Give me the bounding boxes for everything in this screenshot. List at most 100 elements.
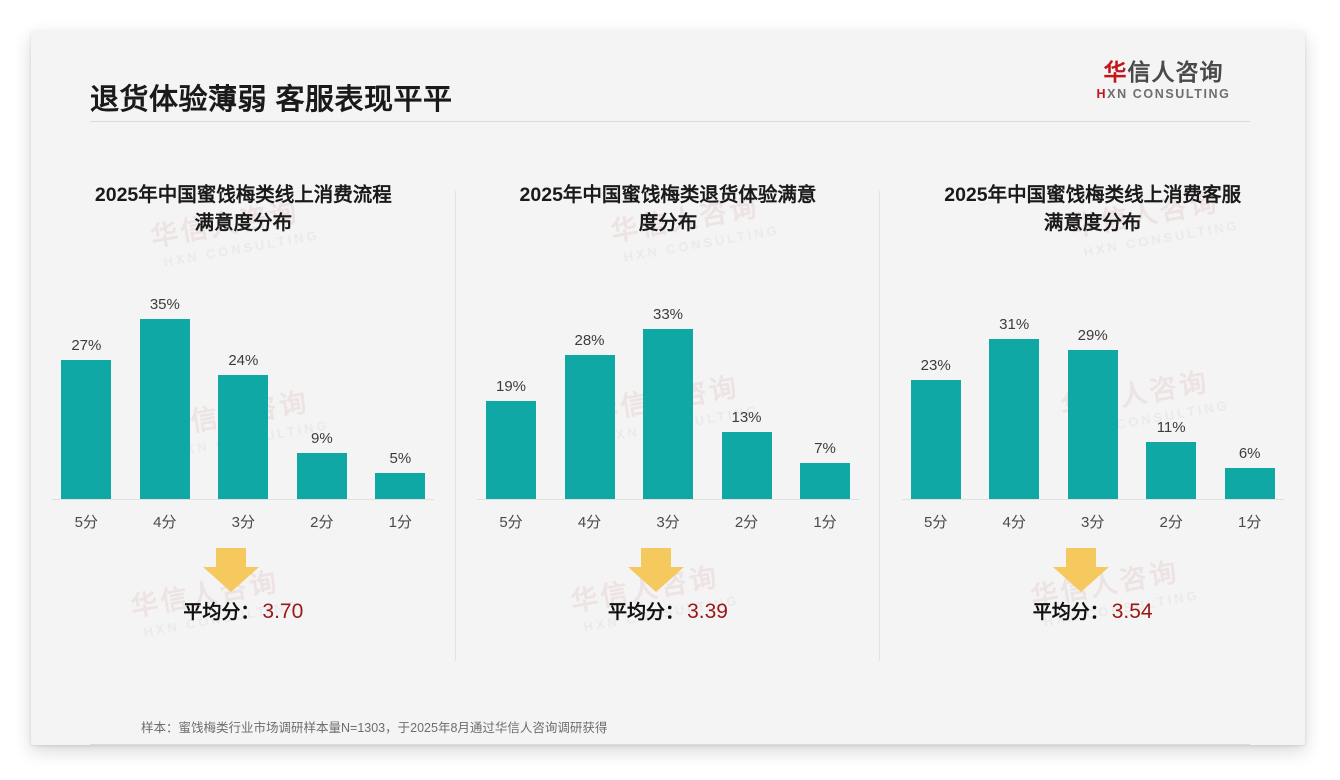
average-score-label: 平均分：: [608, 601, 685, 623]
arrow-head: [628, 566, 684, 592]
arrow-head: [1052, 566, 1109, 592]
bar-rect: [564, 354, 615, 499]
logo-en-rest: XN CONSULTING: [1107, 87, 1231, 102]
bar-chart-plot: 23% 31% 29% 11%: [901, 262, 1284, 531]
average-score-line: 平均分： 3.70: [52, 597, 434, 624]
footer-divider: [90, 744, 1250, 745]
bar-rect: [139, 318, 190, 499]
arrow-shaft: [216, 547, 247, 568]
bar-rect: [61, 359, 112, 499]
bar-rect: [1224, 467, 1275, 499]
bar-rect: [1146, 441, 1197, 499]
average-score-value: 3.70: [262, 599, 304, 623]
bar-item: 24%: [209, 294, 277, 499]
page-title: 退货体验薄弱 客服表现平平: [90, 84, 453, 116]
bars-group: 19% 28% 33% 13%: [477, 294, 859, 499]
bar-value-label: 31%: [999, 315, 1030, 333]
x-axis-tick: 4分: [1002, 513, 1026, 531]
bar-value-label: 28%: [574, 331, 605, 349]
bar-rect: [910, 379, 961, 499]
source-note: 样本：蜜饯梅类行业市场调研样本量N=1303，于2025年8月通过华信人咨询调研…: [141, 721, 608, 735]
bar-value-label: 13%: [731, 408, 762, 426]
arrow-head: [203, 566, 260, 592]
bar-value-label: 6%: [1238, 444, 1261, 462]
x-axis-labels: 5分 4分 3分 2分 1分: [477, 511, 859, 532]
bar-value-label: 5%: [389, 449, 412, 467]
bar-rect: [375, 472, 426, 499]
bar-item: 6%: [1216, 294, 1284, 499]
bar-rect: [989, 338, 1040, 499]
bar-rect: [218, 374, 269, 499]
slide-card: 华信人咨询 HXN CONSULTING 华信人咨询 HXN CONSULTIN…: [31, 31, 1305, 745]
bar-value-label: 19%: [495, 377, 527, 395]
bar-rect: [486, 400, 536, 499]
bar-item: 13%: [713, 294, 781, 499]
bar-item: 29%: [1059, 294, 1127, 499]
bar-rect: [1067, 349, 1118, 499]
charts-row: 2025年中国蜜饯梅类线上消费流程满意度分布 27% 35% 24%: [31, 136, 1305, 666]
bars-group: 27% 35% 24% 9%: [52, 294, 434, 499]
chart-panel-1: 2025年中国蜜饯梅类线上消费流程满意度分布 27% 35% 24%: [31, 136, 456, 666]
chart-panel-3: 2025年中国蜜饯梅类线上消费客服满意度分布 23% 31% 29%: [880, 136, 1305, 666]
bars-group: 23% 31% 29% 11%: [902, 294, 1284, 499]
bar-value-label: 35%: [149, 295, 180, 313]
average-score-label: 平均分：: [1032, 601, 1109, 623]
bar-item: 27%: [52, 294, 120, 499]
chart-title: 2025年中国蜜饯梅类线上消费流程满意度分布: [94, 184, 392, 235]
header-divider: [90, 121, 1250, 122]
bar-value-label: 9%: [310, 429, 333, 447]
x-axis-tick: 1分: [1238, 513, 1262, 531]
average-score-line: 平均分： 3.54: [902, 597, 1284, 624]
brand-logo: 华信人咨询 HXN CONSULTING: [1081, 59, 1246, 101]
x-axis-tick: 5分: [924, 513, 948, 531]
bar-rect: [296, 452, 347, 499]
bar-item: 31%: [980, 294, 1048, 499]
down-arrow-icon: [1052, 547, 1109, 592]
bar-chart-plot: 27% 35% 24% 9%: [52, 262, 435, 531]
logo-red-char: 华: [1103, 59, 1128, 85]
panel-divider: [454, 191, 456, 661]
logo-chinese-text: 华信人咨询: [1081, 59, 1246, 85]
bar-item: 23%: [902, 294, 970, 499]
bar-value-label: 33%: [652, 305, 684, 323]
down-arrow-icon: [628, 547, 684, 592]
bar-rect: [643, 328, 693, 499]
bar-value-label: 23%: [920, 356, 951, 374]
average-score-line: 平均分： 3.39: [477, 597, 859, 624]
x-axis-tick: 5分: [74, 513, 98, 531]
bar-item: 19%: [477, 294, 545, 499]
x-axis-tick: 2分: [1159, 513, 1183, 531]
bar-value-label: 29%: [1077, 326, 1108, 344]
axis-baseline: [52, 498, 435, 500]
chart-panel-2: 2025年中国蜜饯梅类退货体验满意度分布 19% 28% 33%: [456, 136, 881, 666]
average-score-block: 平均分： 3.54: [902, 547, 1284, 634]
bar-item: 28%: [556, 294, 624, 499]
average-score-value: 3.54: [1111, 599, 1153, 623]
x-axis-tick: 2分: [734, 513, 759, 531]
x-axis-labels: 5分 4分 3分 2分 1分: [902, 511, 1284, 532]
bar-item: 33%: [634, 294, 702, 499]
x-axis-tick: 2分: [310, 513, 334, 531]
bar-item: 7%: [791, 294, 859, 499]
axis-baseline: [901, 498, 1284, 500]
average-score-block: 平均分： 3.39: [477, 547, 859, 634]
average-score-value: 3.39: [687, 599, 728, 623]
bar-value-label: 11%: [1156, 418, 1186, 436]
bar-value-label: 27%: [71, 336, 102, 354]
bar-value-label: 7%: [814, 439, 836, 457]
axis-baseline: [477, 498, 859, 500]
logo-en-red-char: H: [1096, 87, 1108, 102]
logo-english-text: HXN CONSULTING: [1081, 87, 1246, 101]
down-arrow-icon: [203, 547, 260, 592]
x-axis-labels: 5分 4分 3分 2分 1分: [52, 511, 434, 532]
bar-item: 35%: [131, 294, 199, 499]
x-axis-tick: 4分: [577, 513, 602, 531]
bar-item: 5%: [366, 294, 434, 499]
x-axis-tick: 5分: [499, 513, 523, 531]
bar-item: 11%: [1137, 294, 1205, 499]
slide-header: 退货体验薄弱 客服表现平平 华信人咨询 HXN CONSULTING: [31, 31, 1305, 122]
x-axis-tick: 3分: [1081, 513, 1105, 531]
bar-value-label: 24%: [228, 351, 259, 369]
x-axis-tick: 4分: [153, 513, 177, 531]
bar-rect: [721, 431, 772, 499]
